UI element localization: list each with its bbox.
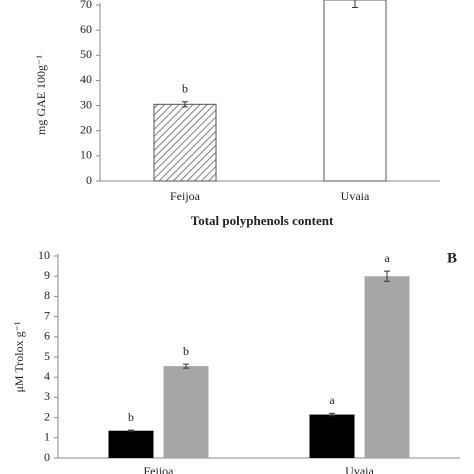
x-tick-label: Uvaia bbox=[341, 189, 370, 203]
bar bbox=[153, 103, 217, 182]
y-tick-label: 3 bbox=[44, 389, 50, 403]
y-tick-label: 6 bbox=[44, 329, 50, 343]
bar bbox=[309, 414, 355, 458]
y-tick-label: 2 bbox=[44, 409, 50, 423]
y-tick-label: 0 bbox=[44, 450, 50, 464]
bar bbox=[323, 0, 387, 182]
y-tick-label: 50 bbox=[80, 47, 92, 61]
significance-letter: a bbox=[329, 393, 335, 407]
y-tick-label: 10 bbox=[80, 148, 92, 162]
y-tick-label: 8 bbox=[44, 288, 50, 302]
error-bar bbox=[183, 363, 189, 369]
x-tick-label: Uvaia bbox=[345, 464, 374, 474]
significance-letter: a bbox=[384, 251, 390, 265]
significance-letter: b bbox=[128, 410, 134, 424]
y-tick-label: 40 bbox=[80, 72, 92, 86]
y-tick-label: 60 bbox=[80, 22, 92, 36]
significance-letter: b bbox=[182, 82, 188, 96]
y-tick-label: 5 bbox=[44, 349, 50, 363]
bar bbox=[364, 276, 410, 458]
bar bbox=[108, 430, 154, 458]
y-tick-label: 70 bbox=[80, 0, 92, 11]
y-tick-label: 20 bbox=[80, 122, 92, 136]
y-tick-label: 0 bbox=[86, 173, 92, 187]
error-bar bbox=[384, 270, 390, 282]
significance-letter: b bbox=[183, 344, 189, 358]
y-axis-title: μM Trolox g⁻¹ bbox=[12, 321, 26, 392]
y-axis-title: mg GAE 100g⁻¹ bbox=[34, 55, 48, 135]
x-tick-label: Feijoa bbox=[170, 189, 201, 203]
x-tick-label: Feijoa bbox=[144, 464, 175, 474]
y-tick-label: 10 bbox=[38, 248, 50, 262]
y-tick-label: 9 bbox=[44, 268, 50, 282]
bar bbox=[163, 366, 209, 458]
error-bar bbox=[182, 101, 188, 108]
y-tick-label: 30 bbox=[80, 97, 92, 111]
error-bar bbox=[352, 0, 358, 9]
error-bar bbox=[329, 412, 335, 417]
x-axis-title: Total polyphenols content bbox=[191, 213, 334, 228]
error-bar bbox=[128, 429, 134, 432]
panel-label: B bbox=[447, 250, 457, 266]
y-tick-label: 1 bbox=[44, 430, 50, 444]
y-tick-label: 4 bbox=[44, 369, 50, 383]
y-tick-label: 7 bbox=[44, 308, 50, 322]
